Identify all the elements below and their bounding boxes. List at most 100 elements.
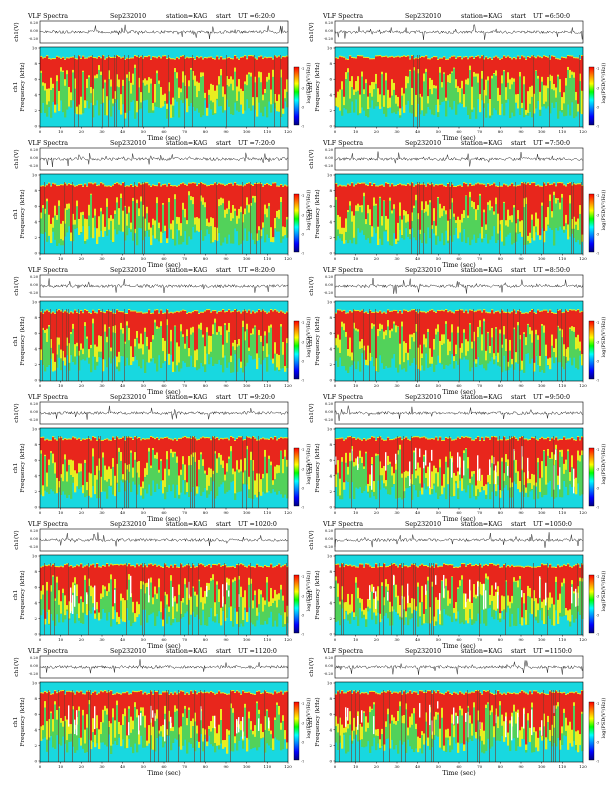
- panel-start-label: start: [216, 267, 232, 274]
- colorbar-label: log(PSD(V²/Hz)): [600, 63, 607, 104]
- time-tick-label: 50: [141, 383, 147, 388]
- time-tick-label: 90: [223, 637, 229, 642]
- frequency-tick-label: 4: [34, 727, 37, 732]
- frequency-tick-label: 2: [34, 108, 37, 113]
- time-tick-label: 50: [436, 129, 442, 134]
- time-tick-label: 90: [518, 383, 524, 388]
- time-tick-label: 40: [415, 510, 421, 515]
- waveform-ylabel: ch1(V): [308, 276, 315, 295]
- time-tick-label: 50: [141, 129, 147, 134]
- time-tick-label: 80: [203, 764, 209, 769]
- frequency-tick-label: 0: [34, 759, 37, 764]
- colorbar-tick-label: -3: [301, 213, 304, 217]
- time-tick-label: 0: [39, 637, 42, 642]
- time-tick-label: 0: [334, 383, 337, 388]
- waveform-ylabel: ch1(V): [13, 530, 20, 549]
- waveform-ylabel: ch1(V): [13, 276, 20, 295]
- frequency-tick-label: 8: [34, 315, 37, 320]
- colorbar-tick-label: -7: [596, 252, 599, 256]
- panel-start-label: start: [511, 267, 527, 274]
- time-tick-label: 70: [182, 129, 188, 134]
- time-tick-label: 110: [264, 510, 272, 515]
- time-tick-label: 20: [79, 256, 85, 261]
- time-tick-label: 40: [415, 764, 421, 769]
- time-tick-label: 70: [182, 764, 188, 769]
- panel-station: station=KAG: [461, 13, 502, 20]
- time-tick-label: 20: [79, 129, 85, 134]
- time-tick-label: 60: [161, 256, 167, 261]
- frequency-tick-label: 10: [327, 681, 333, 686]
- time-tick-label: 120: [284, 129, 292, 134]
- panel-station: station=KAG: [166, 648, 207, 655]
- panel-start-ut: UT =1120:0: [238, 648, 277, 655]
- panel-title: VLF Spectra: [322, 521, 363, 528]
- time-tick-label: 120: [579, 637, 587, 642]
- time-tick-label: 90: [518, 764, 524, 769]
- panel-start-label: start: [216, 648, 232, 655]
- frequency-tick-label: 6: [329, 204, 332, 209]
- colorbar-tick-label: -3: [301, 594, 304, 598]
- waveform-tick-label: 0.20: [30, 21, 39, 25]
- frequency-tick-label: 8: [34, 696, 37, 701]
- time-tick-label: 90: [518, 510, 524, 515]
- waveform-tick-label: 0.20: [325, 529, 334, 533]
- time-tick-label: 110: [559, 637, 567, 642]
- waveform-tick-label: 0.20: [30, 402, 39, 406]
- colorbar-tick-label: -1: [596, 321, 599, 325]
- time-tick-label: 20: [79, 764, 85, 769]
- time-tick-label: 60: [456, 129, 462, 134]
- waveform-tick-label: -0.20: [324, 291, 334, 295]
- frequency-tick-label: 0: [329, 632, 332, 637]
- time-axis-label: Time (sec): [147, 770, 180, 777]
- frequency-tick-label: 2: [34, 743, 37, 748]
- panel-start-ut: UT =8:50:0: [533, 267, 570, 274]
- time-tick-label: 0: [39, 129, 42, 134]
- panel-title: VLF Spectra: [322, 394, 363, 401]
- frequency-tick-label: 8: [34, 569, 37, 574]
- frequency-tick-label: 6: [329, 458, 332, 463]
- panel-start-label: start: [216, 13, 232, 20]
- time-tick-label: 120: [284, 256, 292, 261]
- time-tick-label: 110: [559, 764, 567, 769]
- time-tick-label: 20: [374, 383, 380, 388]
- colorbar-label: log(PSD(V²/Hz)): [600, 571, 607, 612]
- panel-date: Sep232010: [110, 13, 146, 20]
- channel-label: ch1: [308, 336, 314, 347]
- time-tick-label: 40: [120, 383, 126, 388]
- panel-start-ut: UT =1050:0: [533, 521, 572, 528]
- colorbar-tick-label: -3: [596, 86, 599, 90]
- time-tick-label: 60: [456, 256, 462, 261]
- frequency-tick-label: 0: [329, 124, 332, 129]
- time-tick-label: 110: [264, 256, 272, 261]
- frequency-axis-label: Frequency (kHz): [314, 697, 321, 746]
- frequency-axis-label: Frequency (kHz): [19, 189, 26, 238]
- panel-title: VLF Spectra: [27, 521, 68, 528]
- frequency-tick-label: 8: [34, 442, 37, 447]
- waveform-tick-label: -0.20: [29, 37, 39, 41]
- frequency-tick-label: 0: [34, 632, 37, 637]
- time-tick-label: 110: [264, 637, 272, 642]
- time-tick-label: 70: [477, 256, 483, 261]
- colorbar-tick-label: -1: [596, 575, 599, 579]
- frequency-tick-label: 10: [32, 46, 38, 51]
- time-tick-label: 60: [161, 510, 167, 515]
- waveform-tick-label: 0.00: [30, 537, 39, 541]
- panel-start-label: start: [216, 394, 232, 401]
- time-tick-label: 100: [538, 510, 546, 515]
- time-tick-label: 100: [538, 256, 546, 261]
- waveform-tick-label: 0.20: [30, 529, 39, 533]
- panel-start-ut: UT =8:20:0: [238, 267, 275, 274]
- colorbar-tick-label: -1: [301, 702, 304, 706]
- frequency-tick-label: 6: [34, 331, 37, 336]
- panel-start-ut: UT =6:20:0: [238, 13, 275, 20]
- waveform-ylabel: ch1(V): [308, 22, 315, 41]
- waveform-tick-label: 0.00: [30, 283, 39, 287]
